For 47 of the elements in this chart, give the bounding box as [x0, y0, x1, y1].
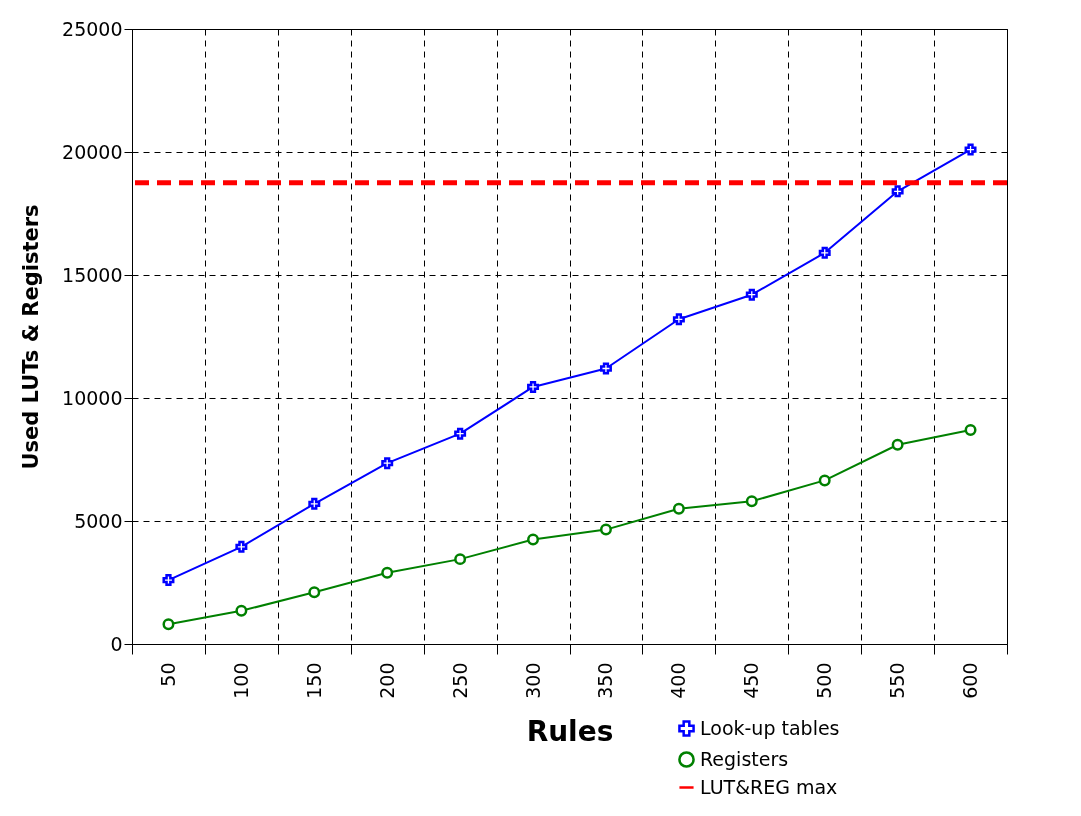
point [454, 427, 467, 440]
point [599, 523, 612, 536]
x-tick-label: 50 [156, 662, 179, 687]
y-tick-label: 10000 [62, 386, 123, 409]
point [891, 438, 904, 451]
point [599, 362, 612, 375]
x-tick-label: 600 [959, 662, 982, 699]
x-tick-label: 500 [813, 662, 836, 699]
x-tick-label: 150 [302, 662, 325, 699]
point [891, 185, 904, 198]
point [308, 586, 321, 599]
point [162, 574, 175, 587]
point [672, 502, 685, 515]
legend-label: Registers [700, 747, 789, 770]
point [308, 497, 321, 510]
y-tick-label: 0 [110, 632, 123, 655]
x-axis-title: Rules [526, 714, 614, 748]
x-tick-label: 200 [375, 662, 398, 699]
point [672, 313, 685, 326]
y-tick-label: 25000 [62, 17, 123, 40]
point [235, 604, 248, 617]
y-axis-title: Used LUTs & Registers [19, 204, 44, 470]
y-tick-label: 5000 [74, 509, 123, 532]
point [964, 143, 977, 156]
point [235, 540, 248, 553]
legend-label: LUT&REG max [700, 775, 838, 798]
x-tick-label: 350 [594, 662, 617, 699]
point [162, 618, 175, 631]
x-tick-label: 250 [448, 662, 471, 699]
point [454, 553, 467, 566]
point [818, 246, 831, 259]
x-tick-label: 550 [886, 662, 909, 699]
point [964, 424, 977, 436]
point [381, 566, 394, 579]
x-tick-label: 300 [521, 662, 544, 699]
point [527, 380, 540, 393]
point [381, 457, 394, 470]
x-tick-label: 400 [667, 662, 690, 699]
y-tick-label: 20000 [62, 140, 123, 163]
legend-label: Look-up tables [700, 716, 840, 739]
point [745, 288, 758, 301]
x-tick-label: 100 [229, 662, 252, 699]
y-tick-label: 15000 [62, 263, 123, 286]
point [818, 474, 831, 487]
x-tick-label: 450 [740, 662, 763, 699]
point [527, 533, 540, 546]
point [745, 495, 758, 508]
